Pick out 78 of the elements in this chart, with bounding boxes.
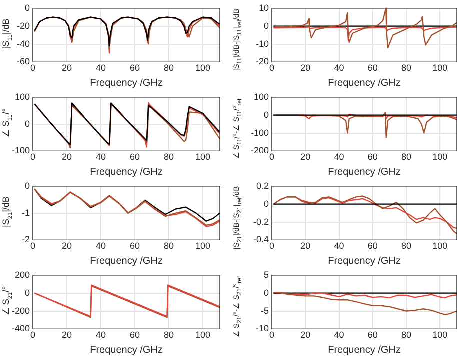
x-tick-label: 60 [368, 63, 378, 74]
x-axis-title: Frequency /GHz [90, 344, 163, 356]
y-tick-label: -60 [16, 56, 30, 67]
x-axis-title: Frequency /GHz [328, 344, 401, 356]
x-tick-label: 60 [130, 330, 140, 340]
x-tick-label: 80 [164, 63, 174, 74]
y-tick-label: -2 [22, 234, 30, 245]
y-tick-label: 0 [24, 288, 30, 298]
y-tick-label: -100 [250, 128, 269, 138]
y-tick-label: 200 [14, 270, 30, 280]
x-tick-label: 100 [432, 63, 448, 74]
y-tick-label: 10 [258, 2, 269, 13]
y-tick-label: 0 [264, 110, 269, 120]
y-tick-label: 5 [264, 270, 269, 280]
x-tick-label: 60 [368, 241, 378, 252]
x-tick-label: 80 [402, 63, 412, 74]
x-tick-label: 80 [402, 330, 412, 340]
x-tick-label: 100 [195, 330, 211, 340]
y-tick-label: -200 [12, 306, 30, 316]
x-tick-label: 20 [300, 330, 311, 340]
x-tick-label: 80 [164, 152, 174, 162]
y-tick-label: 0 [264, 198, 269, 209]
y-tick-label: -0.4 [253, 234, 269, 245]
y-tick-label: 0 [264, 288, 269, 298]
x-tick-label: 20 [62, 63, 72, 74]
x-tick-label: 100 [432, 241, 448, 252]
x-tick-label: 80 [164, 241, 174, 252]
x-tick-label: 40 [334, 152, 344, 162]
y-tick-label: 0 [24, 2, 30, 13]
y-tick-label: 100 [14, 92, 30, 102]
y-tick-label: -10 [256, 38, 269, 49]
y-tick-label: 0 [24, 118, 30, 129]
x-axis-title: Frequency /GHz [328, 166, 401, 178]
x-tick-label: 40 [334, 330, 344, 340]
x-tick-label: 40 [96, 152, 106, 162]
y-tick-label: -1 [22, 208, 30, 218]
x-tick-label: 20 [300, 152, 311, 162]
x-axis-title: Frequency /GHz [90, 166, 163, 178]
x-tick-label: 60 [368, 152, 378, 162]
x-tick-label: 60 [130, 241, 140, 252]
y-tick-label: -0.2 [253, 216, 269, 227]
x-tick-label: 40 [96, 330, 106, 340]
x-tick-label: 100 [432, 152, 448, 162]
x-tick-label: 100 [195, 63, 211, 74]
x-tick-label: 100 [195, 152, 211, 162]
x-tick-label: 20 [300, 63, 311, 74]
x-tick-label: 80 [402, 241, 412, 252]
y-tick-label: -100 [12, 146, 30, 156]
y-tick-label: -40 [16, 38, 30, 49]
x-tick-label: 60 [368, 330, 378, 340]
x-tick-label: 40 [96, 63, 106, 74]
x-tick-label: 40 [334, 241, 344, 252]
x-axis-title: Frequency /GHz [90, 256, 163, 267]
x-axis-title: Frequency /GHz [328, 256, 401, 267]
x-tick-label: 80 [402, 152, 412, 162]
x-tick-label: 20 [62, 330, 72, 340]
y-tick-label: 0 [264, 20, 269, 31]
y-tick-label: -400 [12, 324, 30, 334]
x-tick-label: 80 [164, 330, 174, 340]
x-tick-label: 20 [300, 241, 311, 252]
y-tick-label: 0 [24, 180, 30, 191]
y-tick-label: 100 [254, 92, 269, 102]
y-tick-label: -200 [250, 146, 269, 156]
x-tick-label: 20 [62, 152, 72, 162]
x-tick-label: 40 [96, 241, 106, 252]
x-tick-label: 100 [432, 330, 448, 340]
x-axis-title: Frequency /GHz [328, 78, 401, 89]
x-tick-label: 20 [62, 241, 72, 252]
y-tick-label: -20 [256, 56, 269, 67]
x-axis-title: Frequency /GHz [90, 78, 163, 89]
y-tick-label: -10 [256, 324, 269, 334]
x-tick-label: 60 [130, 63, 140, 74]
x-tick-label: 40 [334, 63, 344, 74]
x-tick-label: 100 [195, 241, 211, 252]
y-tick-label: -20 [16, 20, 30, 31]
y-tick-label: -5 [260, 306, 269, 316]
x-tick-label: 60 [130, 152, 140, 162]
y-tick-label: 0.2 [256, 180, 269, 191]
